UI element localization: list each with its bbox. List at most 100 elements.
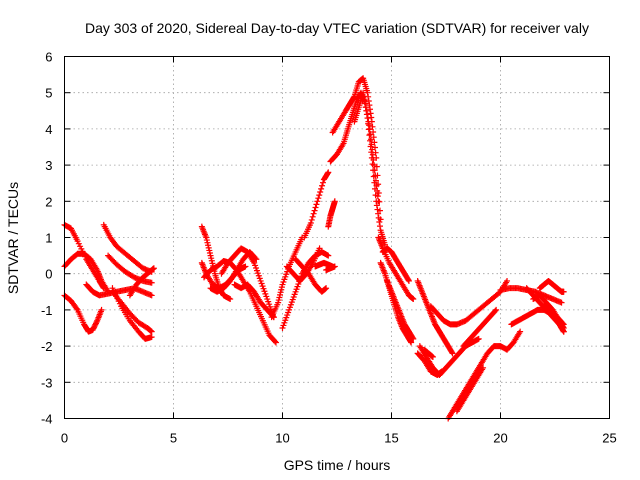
data-point [242,263,249,270]
y-tick-label: 2 [45,194,52,209]
data-point [370,129,377,136]
axis-ticks [64,56,610,419]
data-point [371,185,378,192]
data-point [73,305,80,312]
series-arc26 [351,89,388,248]
series-arc37 [453,364,487,415]
data-point [371,139,378,146]
y-tick-labels: -4 -3 -2 -1 0 1 2 3 4 5 6 [41,50,53,427]
series-arc29 [379,245,412,284]
data-point [318,185,325,192]
y-tick-label: 0 [45,267,52,282]
data-point [310,210,317,217]
data-point [148,279,155,286]
data-point [319,179,326,186]
data-point [365,97,372,104]
data-point [368,149,375,156]
y-axis-label: SDTVAR / TECUs [5,182,21,294]
data-point [448,349,455,356]
data-point [316,245,323,252]
x-tick-label: 5 [170,431,177,446]
data-point [350,94,357,101]
data-point [372,192,379,199]
data-point [367,143,374,150]
series-arc2 [61,250,112,295]
y-tick-label: 1 [45,231,52,246]
data-point [319,182,326,189]
data-point [360,89,367,96]
data-point [449,350,456,357]
series-arc25 [329,75,384,223]
data-point [93,319,100,326]
data-point [374,172,381,179]
series-arc35 [427,277,511,328]
series-arc32 [416,335,482,379]
data-point [313,201,320,208]
data-point [429,353,436,360]
data-point [475,335,482,342]
data-point [367,106,374,113]
series-arc15 [231,281,277,321]
y-tick-label: -4 [41,412,53,427]
data-point [492,307,499,314]
data-point [405,276,412,283]
data-point [368,118,375,125]
series-arc31 [414,277,456,357]
series-arc22 [323,263,338,274]
series-arc38 [460,306,500,350]
data-point [375,210,382,217]
series-arc34 [421,346,436,360]
x-tick-label: 20 [493,431,507,446]
data-point [316,192,323,199]
data-point [410,296,417,303]
series-arc12 [201,258,279,346]
y-tick-label: 3 [45,158,52,173]
y-tick-label: -3 [41,375,53,390]
data-point [493,306,500,313]
data-point [323,285,330,292]
data-point [370,167,377,174]
data-point [408,339,415,346]
series-arc44 [541,303,567,328]
data-point [361,96,368,103]
data-point [373,202,380,209]
data-point [370,134,377,141]
data-point [517,328,524,335]
data-point [376,218,383,225]
data-point [438,368,445,375]
series-arc30 [384,277,417,342]
series-arc33 [414,350,445,379]
data-point [324,170,331,177]
data-points [61,75,567,422]
data-point [148,334,155,341]
y-tick-label: 4 [45,122,52,137]
data-point [374,206,381,213]
series-arc19 [292,256,330,295]
gridlines [64,56,610,419]
series-arc3 [61,292,105,335]
data-point [504,277,511,284]
data-point [368,154,375,161]
data-point [360,93,367,100]
x-tick-label: 0 [61,431,68,446]
data-point [373,198,380,205]
series-arc43 [536,277,567,295]
series-arc9 [126,265,157,299]
data-point [363,111,370,118]
data-point [369,123,376,130]
data-point [362,104,369,111]
data-point [314,198,321,205]
data-point [325,169,332,176]
series-arc23 [325,198,338,230]
data-point [376,223,383,230]
data-point [365,126,372,133]
y-tick-label: 5 [45,86,52,101]
y-tick-label: 6 [45,50,52,65]
x-tick-label: 15 [384,431,398,446]
data-point [558,299,565,306]
data-point [331,263,338,270]
data-point [272,339,279,346]
data-point [480,364,487,371]
data-point [331,198,338,205]
